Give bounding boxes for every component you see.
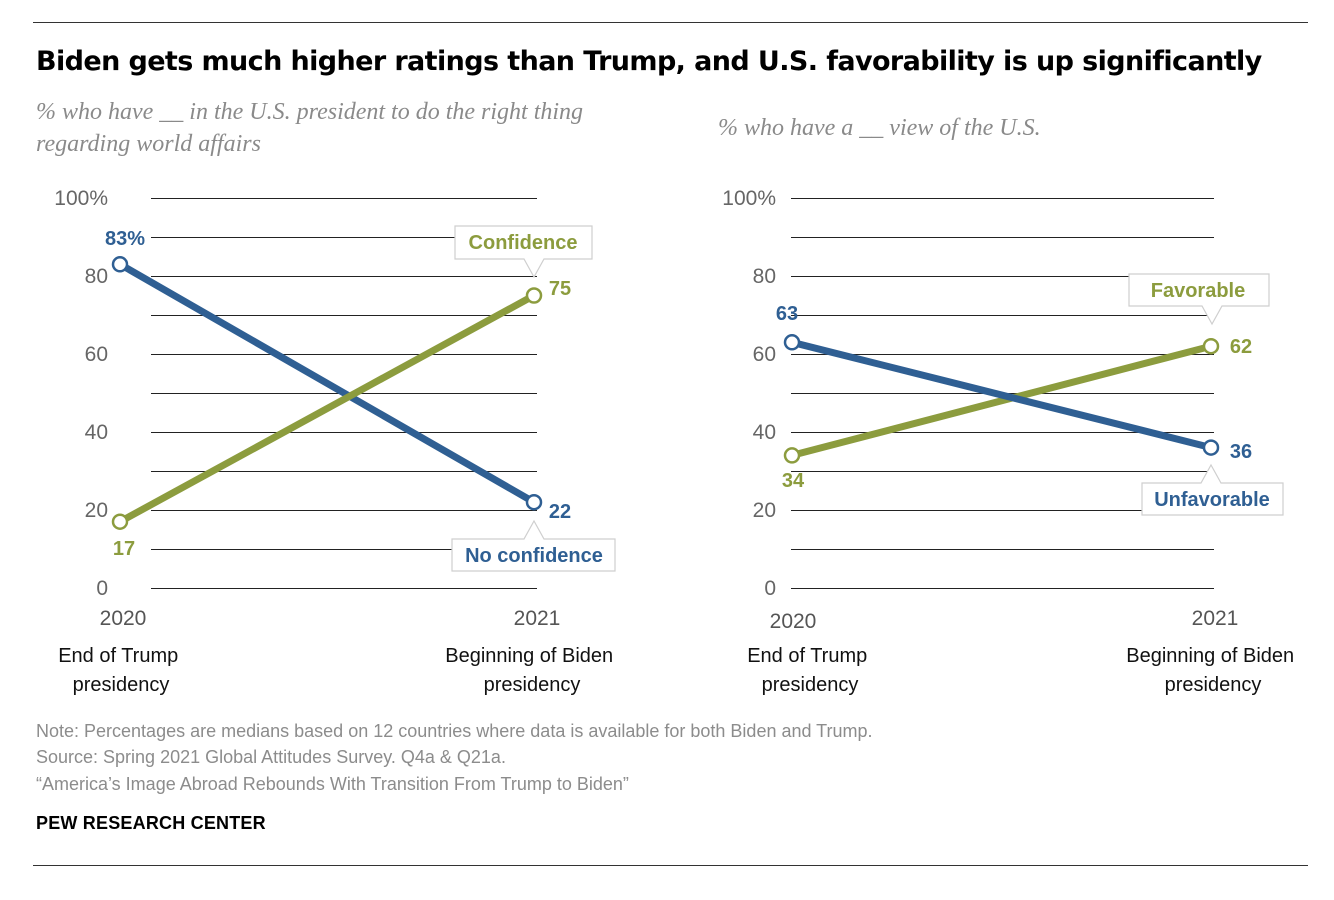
left-category-trump: End of Trump presidency (58, 645, 184, 696)
right-x-label-2020: 2020 (770, 610, 817, 633)
right-y-tick-0: 0 (764, 577, 776, 600)
favorable-point-2021 (1202, 337, 1220, 355)
no-confidence-legend-callout: No confidence (451, 519, 616, 572)
right-y-tick-40: 40 (753, 421, 776, 444)
right-gridlines (791, 198, 1214, 589)
unfavorable-point-2020 (783, 334, 801, 351)
favorable-label-2020: 34 (782, 470, 805, 492)
no-confidence-point-2020 (111, 256, 129, 273)
confidence-label-2020: 17 (113, 538, 135, 560)
left-category-biden: Beginning of Biden presidency (445, 645, 618, 696)
top-rule (33, 22, 1308, 23)
unfavorable-legend-callout: Unfavorable (1141, 463, 1284, 516)
left-y-tick-0: 0 (96, 577, 108, 600)
right-category-biden-line2: presidency (1165, 674, 1262, 696)
footnote: Note: Percentages are medians based on 1… (36, 721, 873, 741)
source-line: Source: Spring 2021 Global Attitudes Sur… (36, 747, 506, 767)
report-title: “America’s Image Abroad Rebounds With Tr… (36, 774, 629, 794)
unfavorable-callout-box (1141, 463, 1284, 516)
confidence-callout-box (454, 225, 593, 279)
bottom-rule (33, 865, 1308, 866)
right-category-biden: Beginning of Biden presidency (1126, 645, 1299, 696)
right-y-tick-100: 100% (722, 187, 776, 210)
left-category-biden-line2: presidency (484, 674, 581, 696)
left-category-trump-line1: End of Trump (58, 645, 178, 667)
pew-research-center-logo: PEW RESEARCH CENTER (36, 813, 266, 833)
confidence-legend-callout: Confidence (454, 225, 593, 279)
left-y-axis: 100% 80 60 40 20 0 (54, 187, 108, 600)
unfavorable-label-2021: 36 (1230, 441, 1252, 463)
left-y-tick-20: 20 (85, 499, 108, 522)
left-category-trump-line2: presidency (73, 674, 170, 696)
no-confidence-point-2021 (525, 493, 543, 511)
left-y-tick-60: 60 (85, 343, 108, 366)
no-confidence-legend-label: No confidence (465, 545, 603, 567)
unfavorable-point-2021 (1202, 439, 1220, 456)
left-x-label-2021: 2021 (514, 607, 561, 630)
favorable-callout-box (1128, 273, 1270, 326)
right-category-trump: End of Trump presidency (747, 645, 873, 696)
confidence-legend-label: Confidence (469, 232, 578, 254)
confidence-chart: 100% 80 60 40 20 0 2020 2021 End of Trump pre… (54, 187, 618, 696)
favorability-chart: 100% 80 60 40 20 0 2020 2021 End of Trump pre… (722, 187, 1299, 696)
left-y-tick-100: 100% (54, 187, 108, 210)
left-y-tick-80: 80 (85, 265, 108, 288)
favorable-legend-callout: Favorable (1128, 273, 1270, 326)
unfavorable-legend-label: Unfavorable (1154, 489, 1270, 511)
no-confidence-label-2021: 22 (549, 501, 571, 523)
right-y-tick-20: 20 (753, 499, 776, 522)
right-y-axis: 100% 80 60 40 20 0 (722, 187, 776, 600)
right-category-trump-line2: presidency (762, 674, 859, 696)
favorable-label-2021: 62 (1230, 336, 1252, 358)
right-chart-subtitle: % who have a __ view of the U.S. (718, 115, 1041, 141)
right-category-trump-line1: End of Trump (747, 645, 867, 667)
left-category-biden-line1: Beginning of Biden (445, 645, 613, 667)
chart-title: Biden gets much higher ratings than Trum… (36, 46, 1262, 77)
unfavorable-line (788, 338, 1215, 452)
right-category-biden-line1: Beginning of Biden (1126, 645, 1294, 667)
right-y-tick-60: 60 (753, 343, 776, 366)
no-confidence-label-2020: 83% (105, 228, 145, 250)
favorable-point-2020 (783, 447, 801, 464)
left-y-tick-40: 40 (85, 421, 108, 444)
no-confidence-callout-box (451, 519, 616, 572)
left-chart-subtitle: % who have __ in the U.S. president to d… (36, 99, 584, 157)
confidence-point-2021 (525, 287, 543, 304)
unfavorable-label-2020: 63 (776, 303, 798, 325)
right-x-label-2021: 2021 (1192, 607, 1239, 630)
right-y-tick-80: 80 (753, 265, 776, 288)
confidence-point-2020 (111, 513, 129, 530)
confidence-line (116, 292, 538, 526)
no-confidence-line (116, 260, 538, 506)
left-x-label-2020: 2020 (100, 607, 147, 630)
left-gridlines (151, 198, 537, 589)
confidence-label-2021: 75 (549, 278, 571, 300)
favorable-line (788, 342, 1215, 459)
favorable-legend-label: Favorable (1151, 280, 1245, 302)
